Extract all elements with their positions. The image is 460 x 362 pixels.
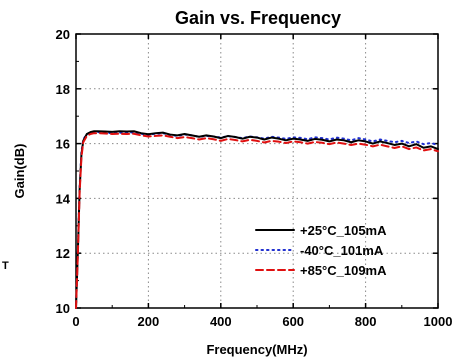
legend-label: -40°C_101mA	[300, 243, 384, 258]
grid-lines	[76, 34, 438, 308]
axis-ticks	[75, 33, 439, 309]
x-tick-label: 800	[355, 314, 377, 329]
chart-title: Gain vs. Frequency	[175, 8, 341, 28]
y-tick-label: 12	[56, 246, 70, 261]
x-tick-label: 200	[138, 314, 160, 329]
legend: +25°C_105mA -40°C_101mA +85°C_109mA	[255, 223, 387, 278]
y-tick-label: 18	[56, 82, 70, 97]
series-line-3	[75, 132, 439, 309]
x-tick-label: 1000	[424, 314, 453, 329]
series-layer	[75, 130, 439, 309]
y-tick-label: 14	[56, 191, 71, 206]
y-tick-labels: 10 12 14 16 18 20	[56, 27, 71, 316]
y-tick-label: 16	[56, 137, 70, 152]
y-axis-label: Gain(dB)	[12, 144, 27, 199]
x-tick-label: 600	[282, 314, 304, 329]
y-tick-label: 10	[56, 301, 70, 316]
stray-text: T	[2, 260, 9, 272]
x-tick-label: 0	[72, 314, 79, 329]
legend-label: +25°C_105mA	[300, 223, 387, 238]
y-tick-label: 20	[56, 27, 70, 42]
x-tick-label: 400	[210, 314, 232, 329]
x-tick-labels: 0 200 400 600 800 1000	[72, 314, 452, 329]
legend-label: +85°C_109mA	[300, 263, 387, 278]
x-axis-label: Frequency(MHz)	[206, 342, 307, 357]
series-line-1	[75, 130, 439, 309]
